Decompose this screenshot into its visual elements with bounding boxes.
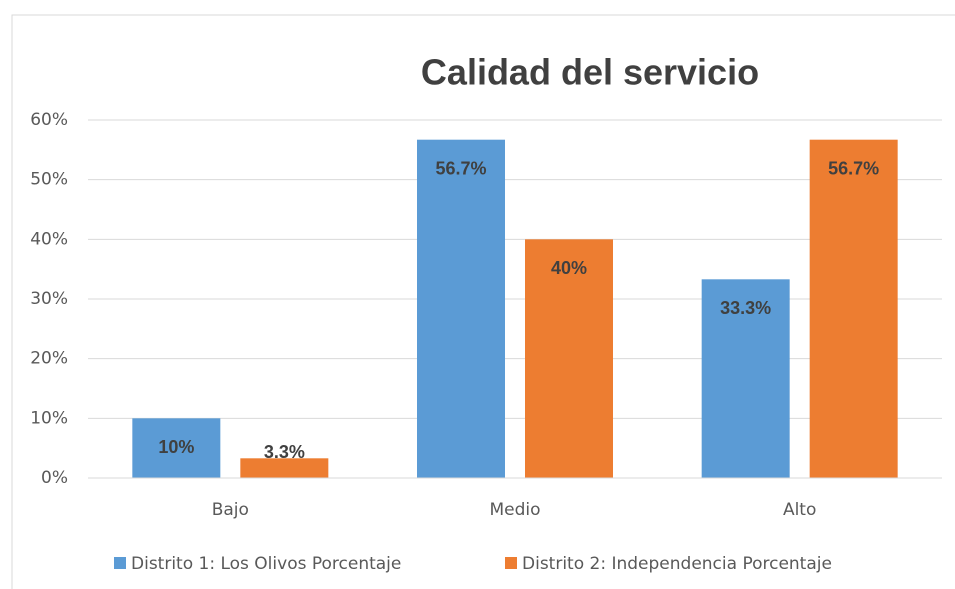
bar bbox=[240, 458, 329, 478]
y-tick-label: 0% bbox=[41, 468, 68, 488]
chart-border bbox=[11, 14, 955, 589]
data-label: 40% bbox=[551, 258, 587, 278]
x-tick-label: Medio bbox=[489, 500, 540, 520]
bar bbox=[417, 139, 505, 478]
y-tick-label: 40% bbox=[30, 229, 68, 249]
data-label: 10% bbox=[158, 437, 194, 457]
y-tick-label: 60% bbox=[30, 110, 68, 130]
y-tick-label: 50% bbox=[30, 170, 68, 190]
y-tick-label: 10% bbox=[30, 408, 68, 428]
y-tick-label: 20% bbox=[30, 349, 68, 369]
legend-label: Distrito 1: Los Olivos Porcentaje bbox=[131, 554, 401, 574]
data-label: 56.7% bbox=[435, 158, 486, 178]
x-tick-label: Alto bbox=[783, 500, 816, 520]
legend-swatch bbox=[505, 557, 517, 569]
bar bbox=[132, 418, 221, 478]
y-tick-label: 30% bbox=[30, 289, 68, 309]
legend-label: Distrito 2: Independencia Porcentaje bbox=[522, 554, 832, 574]
bar bbox=[525, 239, 613, 478]
legend-swatch bbox=[114, 557, 126, 569]
data-label: 3.3% bbox=[264, 442, 305, 462]
bar bbox=[701, 279, 790, 478]
chart-title: Calidad del servicio bbox=[421, 52, 759, 93]
x-tick-label: Bajo bbox=[212, 500, 249, 520]
bar bbox=[809, 139, 898, 478]
data-label: 33.3% bbox=[720, 298, 771, 318]
data-label: 56.7% bbox=[828, 158, 879, 178]
